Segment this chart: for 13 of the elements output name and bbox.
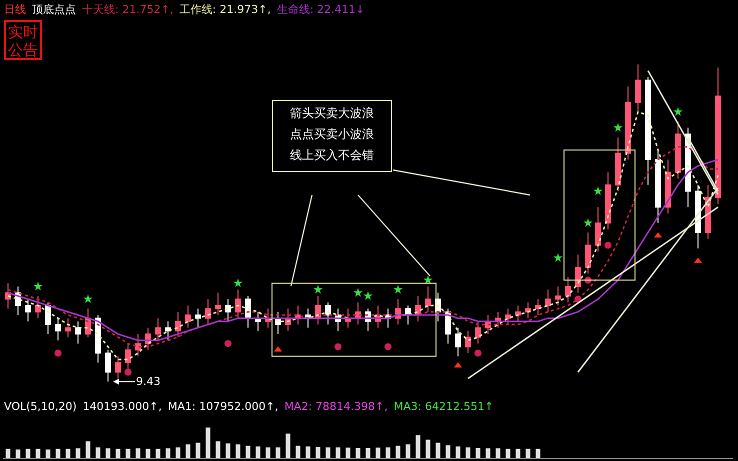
text: 工作线: 21.973↑, — [179, 3, 271, 16]
text: MA2: 78814.398↑, — [284, 400, 388, 413]
text: 实时公告 — [4, 20, 42, 60]
annotation: 箭头买卖大波浪点点买卖小波浪线上买入不会错 — [272, 100, 392, 172]
text: 十天线: 21.752↑, — [82, 3, 174, 16]
chart-title: VOL(5,10,20) — [4, 400, 77, 413]
text: MA3: 64212.551↑ — [394, 400, 494, 413]
annotation: 9.43 — [136, 375, 160, 388]
text: MA1: 107952.000↑, — [168, 400, 278, 413]
text: 140193.000↑, — [82, 400, 162, 413]
chart-title: 日线 — [4, 3, 26, 16]
chart-subtitle: 顶底点点 — [32, 3, 76, 16]
text: 生命线: 22.411↓ — [276, 3, 365, 16]
